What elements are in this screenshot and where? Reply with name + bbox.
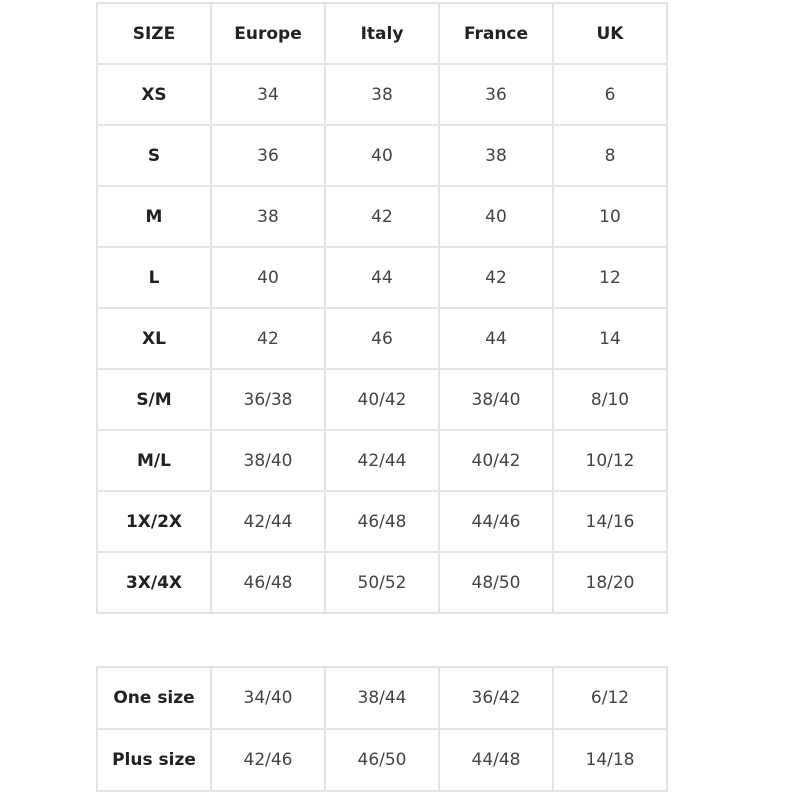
size-value-cell: 36	[438, 63, 554, 126]
size-chart-table: SIZE Europe Italy France UK XS 34 38 36 6 S 36 40 38 8…	[96, 2, 668, 614]
size-value-cell: 40/42	[324, 368, 440, 431]
size-label-cell: XS	[96, 63, 212, 126]
column-header: France	[438, 2, 554, 65]
table-row: M 38 42 40 10	[96, 185, 668, 248]
size-label-cell: L	[96, 246, 212, 309]
table-row: S/M 36/38 40/42 38/40 8/10	[96, 368, 668, 431]
size-value-cell: 8	[552, 124, 668, 187]
size-label-cell: S/M	[96, 368, 212, 431]
size-value-cell: 44	[438, 307, 554, 370]
size-value-cell: 42	[438, 246, 554, 309]
size-label-cell: One size	[96, 666, 212, 730]
size-value-cell: 18/20	[552, 551, 668, 614]
size-value-cell: 44/46	[438, 490, 554, 553]
table-row: Plus size 42/46 46/50 44/48 14/18	[96, 728, 668, 792]
size-value-cell: 34	[210, 63, 326, 126]
size-value-cell: 46/48	[210, 551, 326, 614]
table-row: L 40 44 42 12	[96, 246, 668, 309]
size-value-cell: 46	[324, 307, 440, 370]
size-value-cell: 8/10	[552, 368, 668, 431]
size-value-cell: 36/42	[438, 666, 554, 730]
size-value-cell: 6/12	[552, 666, 668, 730]
size-value-cell: 40	[324, 124, 440, 187]
size-value-cell: 42	[210, 307, 326, 370]
size-label-cell: M	[96, 185, 212, 248]
size-label-cell: XL	[96, 307, 212, 370]
size-value-cell: 40	[210, 246, 326, 309]
header-row: SIZE Europe Italy France UK	[96, 2, 668, 65]
size-value-cell: 36/38	[210, 368, 326, 431]
size-value-cell: 42	[324, 185, 440, 248]
special-size-table: One size 34/40 38/44 36/42 6/12 Plus size 42/4…	[96, 666, 668, 792]
column-header: Italy	[324, 2, 440, 65]
table-row: XS 34 38 36 6	[96, 63, 668, 126]
size-value-cell: 14	[552, 307, 668, 370]
size-value-cell: 34/40	[210, 666, 326, 730]
table-row: 1X/2X 42/44 46/48 44/46 14/16	[96, 490, 668, 553]
size-value-cell: 10/12	[552, 429, 668, 492]
size-value-cell: 38	[210, 185, 326, 248]
size-value-cell: 42/46	[210, 728, 326, 792]
table-row: 3X/4X 46/48 50/52 48/50 18/20	[96, 551, 668, 614]
size-value-cell: 40/42	[438, 429, 554, 492]
size-label-cell: S	[96, 124, 212, 187]
size-value-cell: 36	[210, 124, 326, 187]
size-value-cell: 12	[552, 246, 668, 309]
size-value-cell: 50/52	[324, 551, 440, 614]
column-header: UK	[552, 2, 668, 65]
size-value-cell: 44	[324, 246, 440, 309]
size-value-cell: 14/18	[552, 728, 668, 792]
size-value-cell: 42/44	[324, 429, 440, 492]
table-row: S 36 40 38 8	[96, 124, 668, 187]
size-value-cell: 46/48	[324, 490, 440, 553]
table-row: XL 42 46 44 14	[96, 307, 668, 370]
table-row: One size 34/40 38/44 36/42 6/12	[96, 666, 668, 730]
column-header: Europe	[210, 2, 326, 65]
size-value-cell: 6	[552, 63, 668, 126]
size-value-cell: 10	[552, 185, 668, 248]
size-value-cell: 46/50	[324, 728, 440, 792]
size-label-cell: Plus size	[96, 728, 212, 792]
size-value-cell: 38/44	[324, 666, 440, 730]
size-value-cell: 40	[438, 185, 554, 248]
size-value-cell: 44/48	[438, 728, 554, 792]
size-value-cell: 48/50	[438, 551, 554, 614]
size-value-cell: 38/40	[210, 429, 326, 492]
size-label-cell: M/L	[96, 429, 212, 492]
size-label-cell: 1X/2X	[96, 490, 212, 553]
size-value-cell: 14/16	[552, 490, 668, 553]
table-row: M/L 38/40 42/44 40/42 10/12	[96, 429, 668, 492]
column-header: SIZE	[96, 2, 212, 65]
size-value-cell: 42/44	[210, 490, 326, 553]
size-value-cell: 38/40	[438, 368, 554, 431]
size-label-cell: 3X/4X	[96, 551, 212, 614]
size-value-cell: 38	[438, 124, 554, 187]
size-value-cell: 38	[324, 63, 440, 126]
